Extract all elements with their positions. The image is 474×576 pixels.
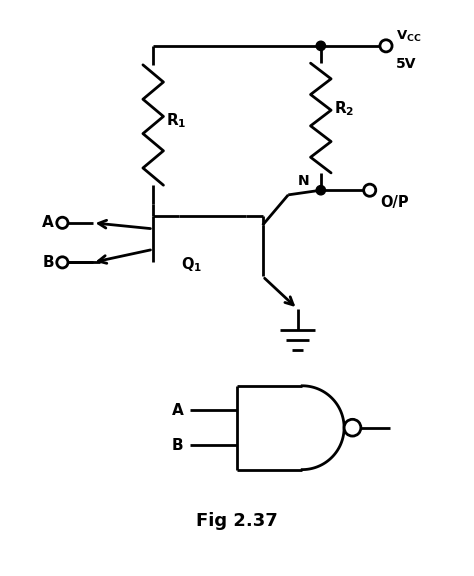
Text: 5V: 5V xyxy=(396,58,417,71)
Text: N: N xyxy=(298,174,309,188)
Circle shape xyxy=(57,217,68,229)
Circle shape xyxy=(380,40,392,52)
Circle shape xyxy=(364,184,376,196)
Text: $\mathbf{V_{CC}}$: $\mathbf{V_{CC}}$ xyxy=(396,28,422,44)
Text: A: A xyxy=(172,403,183,418)
Circle shape xyxy=(316,41,326,51)
Circle shape xyxy=(57,257,68,268)
Circle shape xyxy=(316,185,326,195)
Text: A: A xyxy=(42,215,54,230)
Text: Fig 2.37: Fig 2.37 xyxy=(196,512,278,530)
Circle shape xyxy=(344,419,361,436)
Text: B: B xyxy=(42,255,54,270)
Text: O/P: O/P xyxy=(380,195,409,210)
Text: B: B xyxy=(172,438,183,453)
Text: $\mathbf{R_2}$: $\mathbf{R_2}$ xyxy=(334,100,354,118)
Text: $\mathbf{R_1}$: $\mathbf{R_1}$ xyxy=(166,111,187,130)
Text: $\mathbf{Q_1}$: $\mathbf{Q_1}$ xyxy=(181,255,202,274)
